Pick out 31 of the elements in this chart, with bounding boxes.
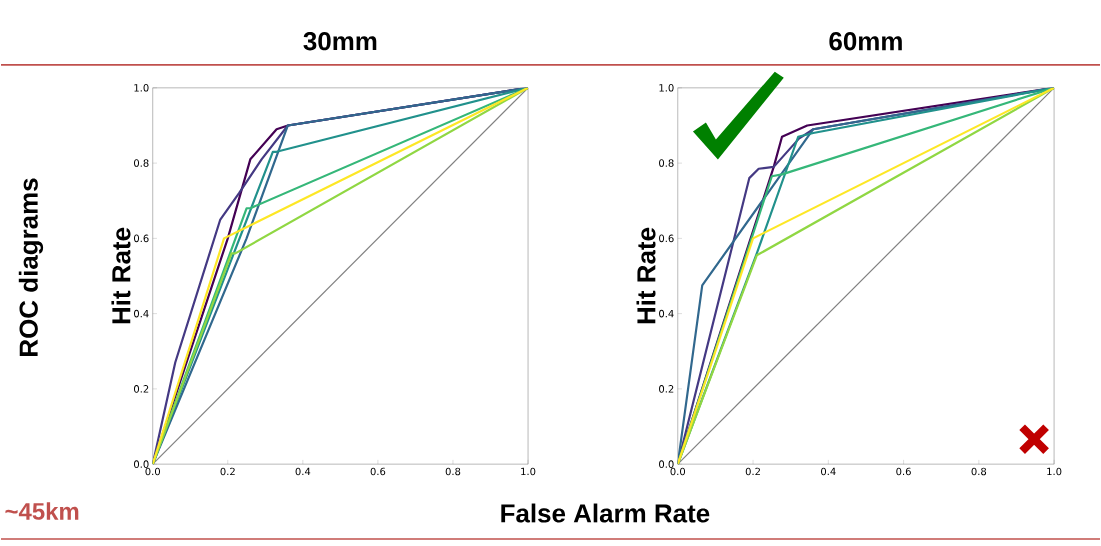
y-tick-label: 0.2 bbox=[134, 385, 149, 393]
x-tick-label: 1.0 bbox=[1047, 467, 1062, 476]
x-tick-label: 0.0 bbox=[670, 467, 686, 476]
y-tick-label: 1.0 bbox=[134, 84, 149, 92]
y-tick-label: 0.0 bbox=[134, 460, 149, 468]
y-axis-title: Hit Rate bbox=[111, 227, 131, 324]
chart-title: 60mm bbox=[829, 32, 902, 51]
x-tick-label: 0.4 bbox=[821, 467, 836, 476]
y-tick-label: 0.6 bbox=[134, 234, 149, 243]
x-tick-label: 0.2 bbox=[745, 467, 760, 476]
y-tick-label: 0.8 bbox=[659, 159, 674, 167]
x-tick-label: 0.8 bbox=[971, 467, 987, 476]
text: ROC diagrams bbox=[18, 178, 44, 356]
y-tick-label: 1.0 bbox=[659, 84, 674, 92]
x-tick-label: 0.0 bbox=[145, 467, 161, 476]
y-tick-label: 0.4 bbox=[659, 309, 674, 318]
y-tick-label: 0.6 bbox=[659, 234, 674, 243]
x-tick-label: 1.0 bbox=[521, 467, 536, 476]
y-tick-label: 0.0 bbox=[659, 460, 674, 468]
y-tick-label: 0.8 bbox=[134, 159, 149, 167]
x-tick-label: 0.8 bbox=[445, 467, 461, 476]
x-tick-label: 0.6 bbox=[896, 467, 911, 476]
x-axis-title: False Alarm Rate bbox=[501, 503, 710, 523]
chart-title: 30mm bbox=[303, 31, 377, 51]
y-axis-title: Hit Rate bbox=[636, 227, 656, 324]
y-tick-label: 0.4 bbox=[134, 309, 149, 318]
x-tick-label: 0.4 bbox=[295, 467, 311, 476]
text: ~45km bbox=[5, 502, 79, 520]
y-tick-label: 0.2 bbox=[659, 385, 674, 393]
x-tick-label: 0.6 bbox=[370, 467, 386, 476]
x-tick-label: 0.2 bbox=[220, 467, 235, 476]
